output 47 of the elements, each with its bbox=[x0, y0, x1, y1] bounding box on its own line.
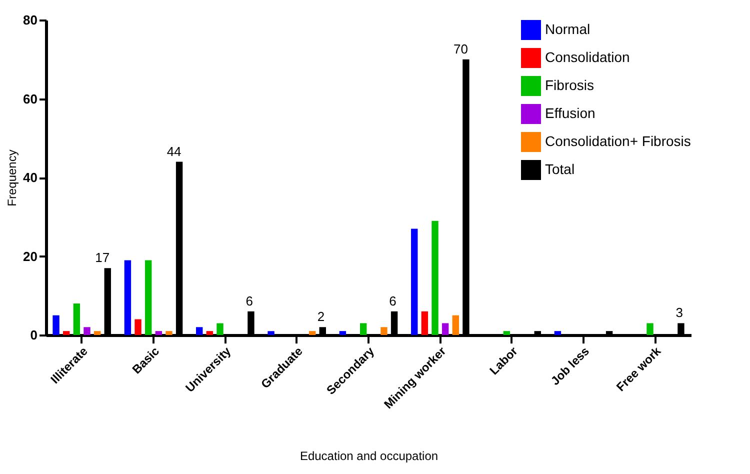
data-label: 3 bbox=[676, 305, 683, 320]
data-label: 44 bbox=[166, 144, 182, 159]
data-label: 70 bbox=[454, 41, 468, 56]
bar bbox=[134, 319, 142, 335]
bar bbox=[166, 331, 172, 335]
bar bbox=[554, 331, 562, 335]
bar bbox=[452, 315, 459, 335]
bar bbox=[646, 323, 654, 335]
y-axis-title: Frequency bbox=[5, 150, 20, 206]
bar bbox=[94, 331, 101, 335]
legend-label: Fibrosis bbox=[545, 77, 594, 93]
data-label: 2 bbox=[317, 309, 325, 324]
legend-label: Normal bbox=[545, 21, 590, 37]
data-label: 6 bbox=[246, 293, 253, 308]
y-tick-label: 40 bbox=[23, 170, 38, 185]
bar bbox=[442, 323, 449, 335]
bar bbox=[52, 315, 60, 335]
bar bbox=[308, 331, 316, 335]
y-tick-label: 0 bbox=[30, 328, 38, 342]
legend-label: Effusion bbox=[545, 105, 596, 121]
bar bbox=[206, 331, 214, 335]
legend-label: Consolidation+ Fibrosis bbox=[545, 133, 691, 149]
bar bbox=[411, 228, 418, 335]
bar bbox=[84, 327, 90, 335]
bar bbox=[360, 323, 367, 335]
bar bbox=[380, 327, 388, 335]
bar bbox=[63, 331, 70, 335]
bar bbox=[196, 327, 203, 335]
data-label: 6 bbox=[389, 293, 396, 308]
legend-label: Consolidation bbox=[545, 49, 630, 65]
bar bbox=[503, 331, 510, 335]
x-tick-label: Job less bbox=[548, 344, 592, 388]
legend-label: Total bbox=[545, 161, 575, 177]
bar bbox=[268, 331, 274, 335]
bar bbox=[216, 323, 224, 335]
bar bbox=[73, 304, 80, 335]
bar bbox=[421, 311, 428, 335]
bar bbox=[339, 331, 346, 335]
bar bbox=[144, 260, 152, 335]
bar bbox=[155, 331, 162, 335]
bar bbox=[432, 220, 438, 335]
x-axis-title: Education and occupation bbox=[300, 448, 438, 463]
y-tick-label: 80 bbox=[23, 12, 38, 28]
y-tick-label: 20 bbox=[23, 248, 38, 264]
y-tick-label: 60 bbox=[23, 91, 38, 106]
bar bbox=[124, 260, 132, 335]
data-label: 17 bbox=[95, 250, 110, 266]
